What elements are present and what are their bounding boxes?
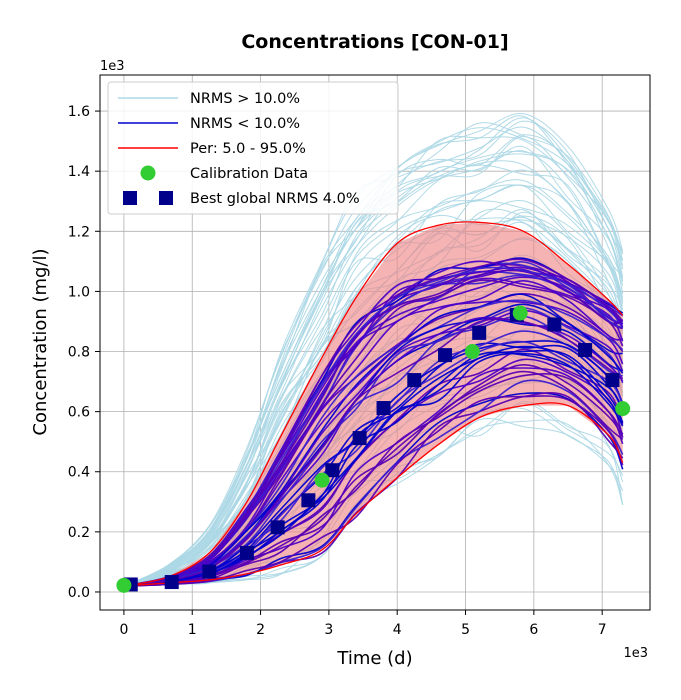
best-nrms-marker: [301, 493, 316, 508]
nrms-low-line: [123, 395, 624, 587]
y-tick-label: 0.6: [68, 405, 90, 421]
legend-handle-square: [123, 191, 137, 205]
legend-label: Calibration Data: [190, 166, 308, 182]
x-tick-label: 2: [256, 622, 265, 638]
best-nrms-marker: [164, 575, 179, 590]
nrms-high-line: [123, 214, 624, 587]
nrms-high-line: [123, 150, 624, 587]
x-tick-label: 1: [188, 622, 197, 638]
x-axis-label: Time (d): [336, 648, 412, 669]
legend-handle-circle: [140, 165, 156, 181]
nrms-low-line: [123, 303, 624, 587]
calibration-point: [615, 401, 631, 417]
percentile-band-fill: [123, 222, 623, 587]
nrms-low-line: [123, 268, 624, 587]
nrms-high-line: [123, 200, 624, 587]
x-tick-label: 5: [461, 622, 470, 638]
nrms-high-line: [123, 184, 624, 587]
x-offset-label: 1e3: [623, 646, 648, 661]
nrms-low-line: [123, 300, 624, 587]
nrms-high-line: [123, 150, 624, 587]
y-tick-label: 0.0: [68, 585, 90, 601]
x-tick-label: 6: [529, 622, 538, 638]
legend-label: Best global NRMS 4.0%: [190, 191, 360, 207]
y-tick-label: 1.0: [68, 284, 90, 300]
y-tick-label: 0.4: [68, 465, 90, 481]
nrms-high-line: [123, 160, 624, 587]
legend-label: NRMS > 10.0%: [190, 91, 300, 107]
best-nrms-marker: [547, 317, 562, 332]
legend-label: Per: 5.0 - 95.0%: [190, 141, 306, 157]
legend-handle-square: [159, 191, 173, 205]
marker-layer: [116, 305, 631, 593]
y-offset-label: 1e3: [100, 59, 125, 74]
nrms-low-line: [123, 279, 623, 587]
y-axis-ticks: 0.0 0.2 0.4 0.6 0.8 1.0 1.2 1.4 1.6: [68, 104, 100, 601]
best-nrms-marker: [438, 348, 453, 363]
best-nrms-marker: [270, 520, 285, 535]
best-nrms-marker: [407, 373, 422, 388]
chart-title: Concentrations [CON-01]: [241, 31, 508, 53]
x-tick-label: 0: [119, 622, 128, 638]
calibration-point: [512, 305, 528, 321]
y-axis-label: Concentration (mg/l): [30, 248, 51, 435]
y-tick-label: 1.6: [68, 104, 90, 120]
ensemble-dark-lines: [123, 221, 624, 587]
legend-label: NRMS < 10.0%: [190, 116, 300, 132]
percentile-lower-line: [123, 402, 624, 587]
y-tick-label: 1.2: [68, 224, 90, 240]
best-nrms-marker: [239, 545, 254, 560]
calibration-point: [464, 344, 480, 360]
best-nrms-marker: [352, 431, 367, 446]
best-nrms-marker: [472, 325, 487, 340]
best-nrms-marker: [578, 343, 593, 358]
x-tick-label: 7: [598, 622, 607, 638]
percentile-band-layer: [123, 222, 623, 587]
legend: NRMS > 10.0% NRMS < 10.0% Per: 5.0 - 95.0%…: [107, 81, 399, 215]
x-tick-label: 3: [324, 622, 333, 638]
best-nrms-marker: [325, 463, 340, 478]
legend-box: [107, 81, 399, 215]
y-tick-label: 0.2: [68, 525, 90, 541]
y-tick-label: 0.8: [68, 345, 90, 361]
best-nrms-marker: [376, 401, 391, 416]
best-nrms-marker: [202, 564, 217, 579]
nrms-low-line: [123, 258, 624, 587]
best-nrms-marker: [605, 373, 620, 388]
nrms-high-line: [123, 179, 624, 587]
nrms-high-line: [123, 145, 624, 587]
plot-frame: [99, 74, 651, 611]
calibration-point: [314, 472, 330, 488]
calibration-point: [116, 577, 132, 593]
x-axis-ticks: 0 1 2 3 4 5 6 7: [119, 610, 607, 638]
x-tick-label: 4: [393, 622, 402, 638]
percentile-upper-line: [123, 221, 624, 587]
y-tick-label: 1.4: [68, 164, 90, 180]
